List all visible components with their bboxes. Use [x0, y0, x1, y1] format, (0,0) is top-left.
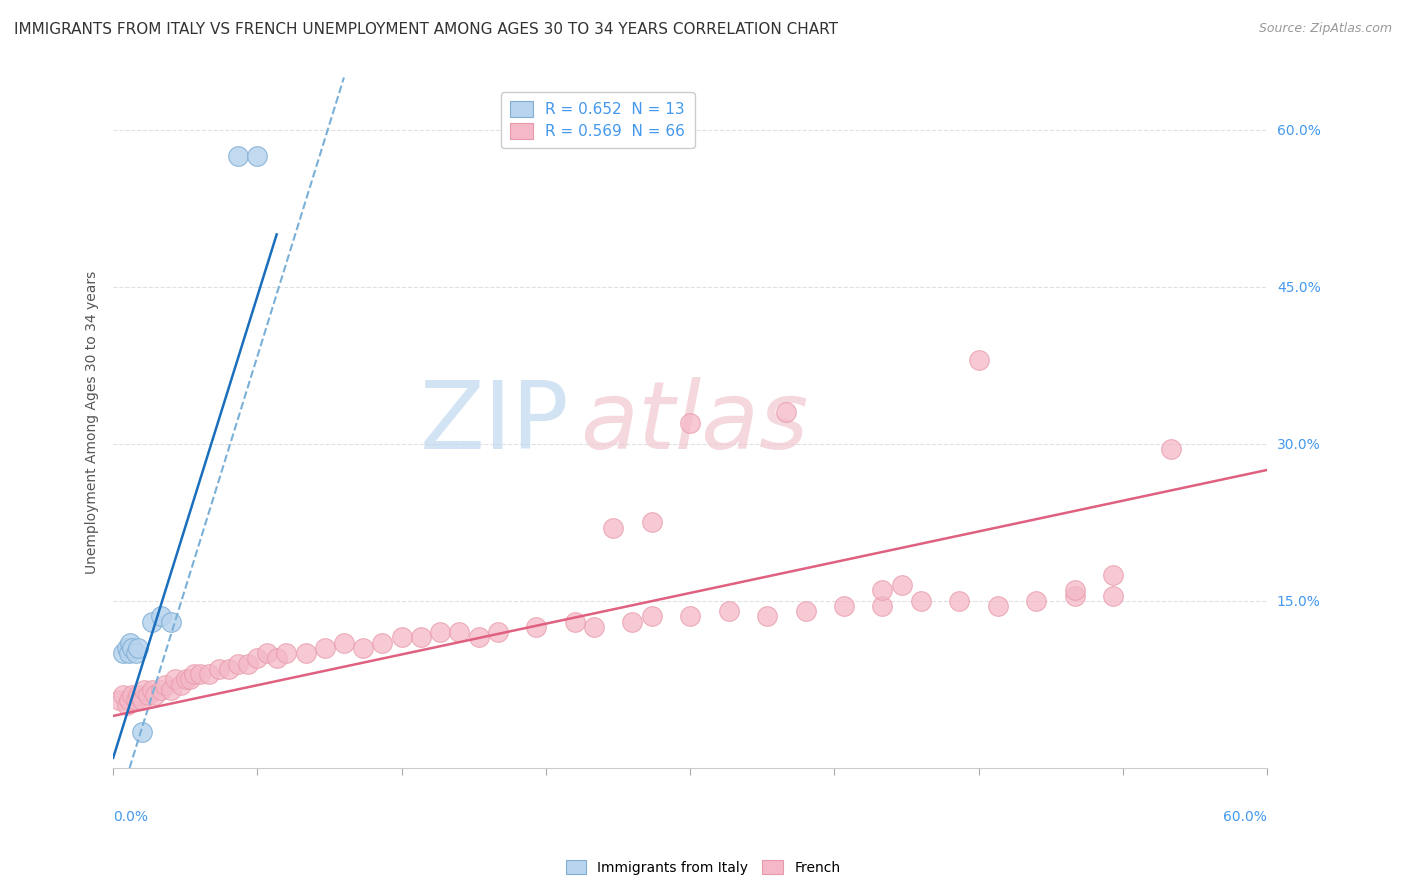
Point: [150, 682, 173, 697]
Point: [486, 625, 509, 640]
Point: [183, 667, 205, 681]
Point: [131, 693, 153, 707]
Text: atlas: atlas: [581, 377, 808, 468]
Point: [145, 688, 167, 702]
Point: [391, 631, 413, 645]
Point: [1102, 589, 1125, 603]
Point: [1063, 583, 1085, 598]
Point: [174, 673, 197, 687]
Point: [524, 620, 547, 634]
Point: [602, 520, 624, 534]
Point: [108, 693, 131, 707]
Point: [352, 640, 374, 655]
Point: [120, 635, 142, 649]
Point: [121, 688, 143, 702]
Point: [429, 625, 451, 640]
Y-axis label: Unemployment Among Ages 30 to 34 years: Unemployment Among Ages 30 to 34 years: [86, 271, 100, 574]
Point: [564, 615, 586, 629]
Point: [115, 698, 138, 713]
Point: [967, 353, 990, 368]
Point: [125, 693, 148, 707]
Point: [717, 604, 740, 618]
Point: [948, 594, 970, 608]
Text: Source: ZipAtlas.com: Source: ZipAtlas.com: [1258, 22, 1392, 36]
Point: [246, 149, 269, 163]
Legend: R = 0.652  N = 13, R = 0.569  N = 66: R = 0.652 N = 13, R = 0.569 N = 66: [501, 92, 695, 148]
Point: [467, 631, 489, 645]
Point: [641, 516, 664, 530]
Point: [226, 149, 249, 163]
Point: [141, 615, 163, 629]
Point: [872, 583, 894, 598]
Point: [1025, 594, 1047, 608]
Point: [775, 405, 797, 419]
Point: [131, 724, 153, 739]
Point: [226, 657, 249, 671]
Point: [276, 646, 298, 660]
Point: [872, 599, 894, 613]
Point: [1063, 589, 1085, 603]
Point: [150, 609, 173, 624]
Text: ZIP: ZIP: [419, 376, 569, 469]
Point: [294, 646, 316, 660]
Point: [266, 651, 288, 665]
Point: [246, 651, 269, 665]
Point: [333, 635, 356, 649]
Point: [1102, 567, 1125, 582]
Point: [121, 640, 143, 655]
Point: [679, 416, 702, 430]
Point: [153, 677, 176, 691]
Text: IMMIGRANTS FROM ITALY VS FRENCH UNEMPLOYMENT AMONG AGES 30 TO 34 YEARS CORRELATI: IMMIGRANTS FROM ITALY VS FRENCH UNEMPLOY…: [14, 22, 838, 37]
Point: [163, 673, 186, 687]
Point: [160, 682, 183, 697]
Point: [832, 599, 855, 613]
Point: [679, 609, 702, 624]
Point: [132, 682, 155, 697]
Point: [582, 620, 605, 634]
Point: [127, 688, 149, 702]
Point: [117, 646, 139, 660]
Point: [198, 667, 221, 681]
Point: [169, 677, 191, 691]
Point: [141, 682, 163, 697]
Point: [208, 662, 231, 676]
Point: [111, 646, 134, 660]
Point: [890, 578, 912, 592]
Point: [127, 640, 149, 655]
Point: [256, 646, 278, 660]
Point: [641, 609, 664, 624]
Point: [125, 646, 148, 660]
Point: [756, 609, 779, 624]
Point: [117, 693, 139, 707]
Point: [621, 615, 644, 629]
Point: [371, 635, 394, 649]
Point: [218, 662, 240, 676]
Point: [910, 594, 932, 608]
Point: [1160, 442, 1182, 456]
Point: [409, 631, 432, 645]
Point: [449, 625, 471, 640]
Text: 60.0%: 60.0%: [1223, 810, 1267, 823]
Point: [188, 667, 211, 681]
Point: [136, 688, 159, 702]
Point: [987, 599, 1010, 613]
Point: [111, 688, 134, 702]
Text: 0.0%: 0.0%: [114, 810, 148, 823]
Point: [115, 640, 138, 655]
Point: [794, 604, 817, 618]
Point: [314, 640, 336, 655]
Legend: Immigrants from Italy, French: Immigrants from Italy, French: [560, 855, 846, 880]
Point: [179, 673, 201, 687]
Point: [236, 657, 259, 671]
Point: [160, 615, 183, 629]
